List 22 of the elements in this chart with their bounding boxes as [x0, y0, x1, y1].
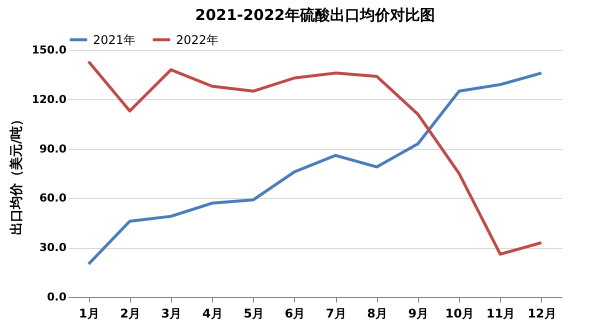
x-tick-label: 4月 — [202, 306, 223, 320]
x-tick-label: 12月 — [528, 306, 556, 320]
y-axis-title: 出口均价（美元/吨） — [8, 113, 25, 235]
x-tick-label: 8月 — [367, 306, 388, 320]
y-tick-label: 150.0 — [32, 44, 67, 56]
x-tick-label: 11月 — [486, 306, 516, 320]
y-tick-label: 30.0 — [39, 241, 67, 254]
legend-label: 2022年 — [176, 32, 219, 47]
y-tick-label: 120.0 — [32, 92, 67, 106]
x-tick-label: 3月 — [161, 306, 182, 320]
x-tick-label: 2月 — [120, 306, 140, 320]
y-tick-label: 60.0 — [39, 192, 67, 205]
chart-title: 2021-2022年硫酸出口均价对比图 — [195, 6, 435, 24]
legend-label: 2021年 — [93, 32, 136, 47]
x-tick-label: 6月 — [284, 306, 306, 320]
x-tick-label: 9月 — [408, 306, 429, 320]
x-tick-label: 1月 — [78, 306, 100, 320]
x-tick-label: 5月 — [244, 306, 264, 320]
y-tick-label: 90.0 — [39, 142, 67, 156]
x-tick-label: 7月 — [326, 306, 346, 320]
y-tick-label: 0.0 — [47, 290, 67, 304]
x-tick-label: 10月 — [445, 306, 474, 320]
